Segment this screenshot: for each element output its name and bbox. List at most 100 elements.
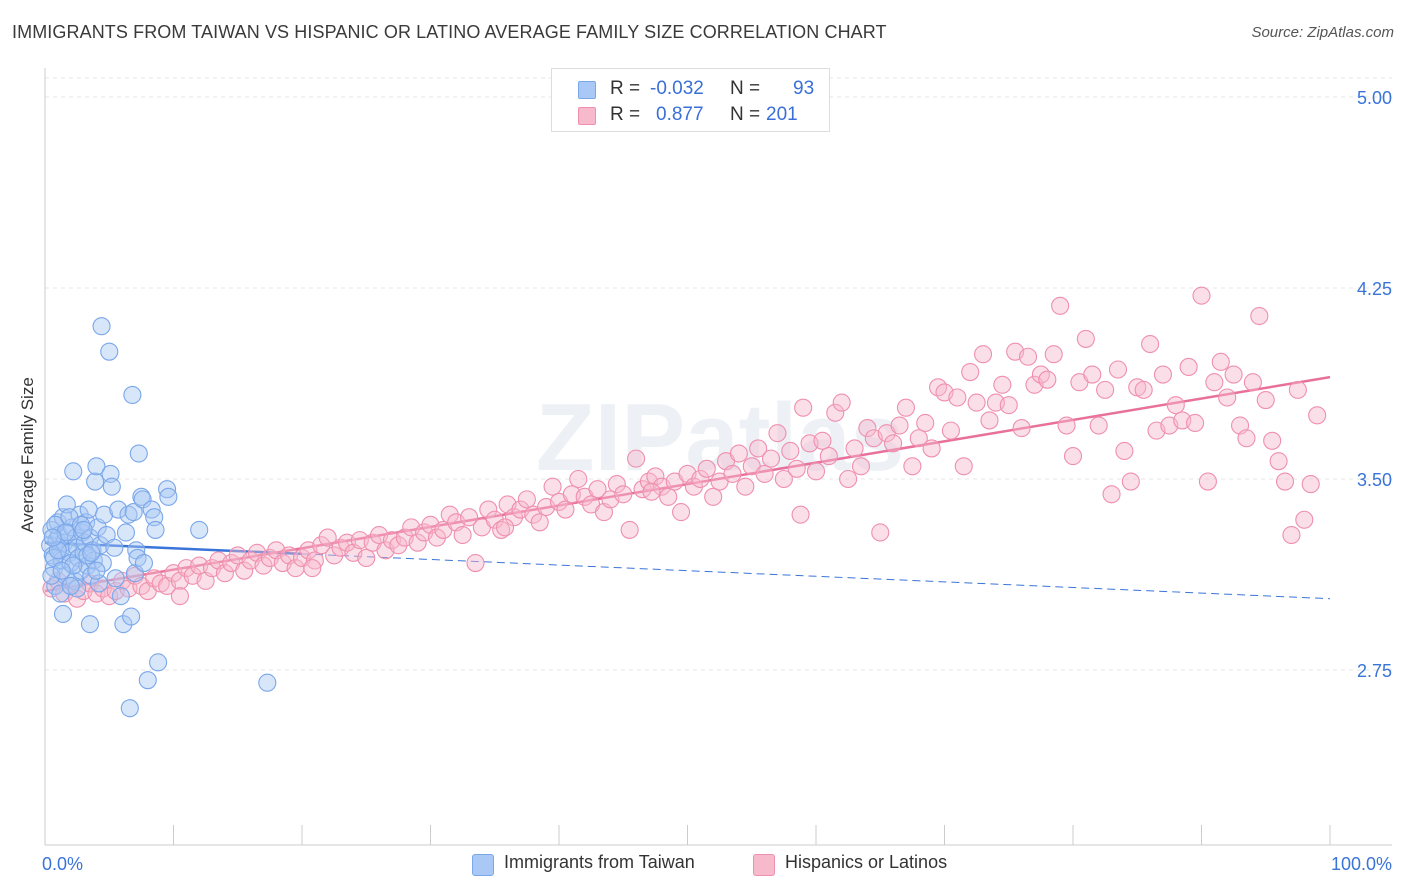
data-points: [41, 286, 1327, 718]
data-point: [961, 362, 980, 382]
data-point: [133, 490, 152, 509]
data-point: [123, 385, 142, 405]
data-point: [749, 439, 768, 458]
data-point: [109, 500, 128, 519]
data-point: [871, 523, 890, 542]
y-tick-label: 5.00: [1357, 88, 1392, 108]
data-point: [111, 587, 130, 606]
data-point: [1057, 416, 1076, 435]
x-tick-label-max: 100.0%: [1331, 854, 1392, 874]
data-point: [1301, 475, 1320, 494]
data-point: [941, 421, 960, 440]
data-point: [485, 510, 504, 529]
data-point: [858, 419, 877, 438]
data-point: [105, 538, 124, 557]
data-point: [646, 467, 665, 486]
data-point: [64, 462, 83, 481]
data-point: [768, 424, 787, 443]
legend-r-value: -0.032: [650, 78, 704, 99]
data-point: [318, 528, 337, 547]
data-point: [440, 505, 459, 524]
chart-title: IMMIGRANTS FROM TAIWAN VS HISPANIC OR LA…: [12, 22, 887, 42]
data-point: [80, 615, 100, 634]
data-point: [967, 393, 986, 412]
data-point: [52, 561, 71, 580]
data-point: [79, 500, 98, 519]
data-point: [303, 559, 322, 578]
data-point: [839, 469, 858, 489]
data-point: [832, 393, 851, 412]
data-point: [620, 520, 639, 539]
data-point: [794, 398, 813, 417]
data-point: [325, 546, 344, 565]
data-point: [723, 464, 742, 483]
data-point: [614, 485, 633, 504]
data-point: [607, 475, 626, 494]
legend-n-value: 93: [793, 78, 815, 99]
data-point: [158, 480, 177, 499]
data-point: [190, 520, 209, 539]
trend-line-taiwan-dashed: [301, 553, 1331, 600]
data-point: [495, 518, 515, 537]
data-point: [903, 457, 922, 476]
data-point: [87, 457, 106, 476]
data-point: [119, 505, 138, 524]
y-tick-label: 3.50: [1357, 470, 1392, 490]
data-point: [1038, 370, 1057, 389]
data-point: [235, 561, 254, 580]
data-point: [92, 317, 111, 336]
data-point: [134, 553, 153, 573]
data-point: [761, 449, 781, 468]
data-point: [120, 699, 139, 718]
data-point: [1121, 472, 1140, 491]
x-tick-labels: 0.0% 100.0%: [42, 854, 1392, 874]
data-point: [819, 447, 838, 466]
data-point: [254, 556, 273, 575]
data-point: [1115, 441, 1134, 461]
data-point: [408, 533, 427, 552]
data-point: [124, 503, 143, 522]
data-point: [954, 457, 973, 476]
data-point: [980, 411, 999, 430]
data-point: [791, 505, 810, 524]
bottom-legend-swatch-taiwan: [472, 854, 494, 876]
data-point: [106, 569, 125, 588]
data-point: [993, 375, 1012, 394]
data-point: [1224, 365, 1243, 384]
data-point: [1295, 510, 1314, 529]
data-point: [1076, 329, 1095, 348]
data-point: [1256, 391, 1275, 410]
data-point: [427, 528, 446, 547]
data-point: [114, 615, 133, 634]
legend-row-hispanic: R = 0.877 N = 201: [552, 102, 829, 128]
data-point: [1166, 396, 1185, 415]
data-point: [215, 564, 234, 583]
data-point: [704, 487, 723, 506]
data-point: [170, 587, 189, 606]
legend-n-label: N =: [730, 78, 761, 99]
data-point: [755, 464, 774, 483]
data-point: [42, 566, 61, 585]
data-point: [116, 523, 136, 542]
data-point: [51, 584, 70, 603]
legend-n-label: N =: [730, 104, 761, 125]
data-point: [736, 477, 755, 496]
y-tick-label: 2.75: [1357, 661, 1392, 681]
data-point: [459, 508, 479, 527]
data-point: [122, 607, 141, 626]
data-point: [999, 396, 1018, 415]
correlation-legend: R = -0.032 N = 93 R = 0.877 N = 201: [551, 68, 830, 132]
data-point: [82, 543, 101, 562]
data-point: [672, 503, 691, 522]
data-point: [159, 487, 178, 506]
data-point: [884, 434, 903, 453]
data-point: [129, 444, 148, 463]
data-point: [100, 342, 119, 361]
data-point: [138, 671, 157, 690]
data-point: [1108, 360, 1128, 379]
data-point: [1018, 347, 1038, 366]
data-point: [642, 482, 661, 501]
y-axis-title: Average Family Size: [18, 377, 37, 533]
data-point: [1044, 345, 1063, 364]
